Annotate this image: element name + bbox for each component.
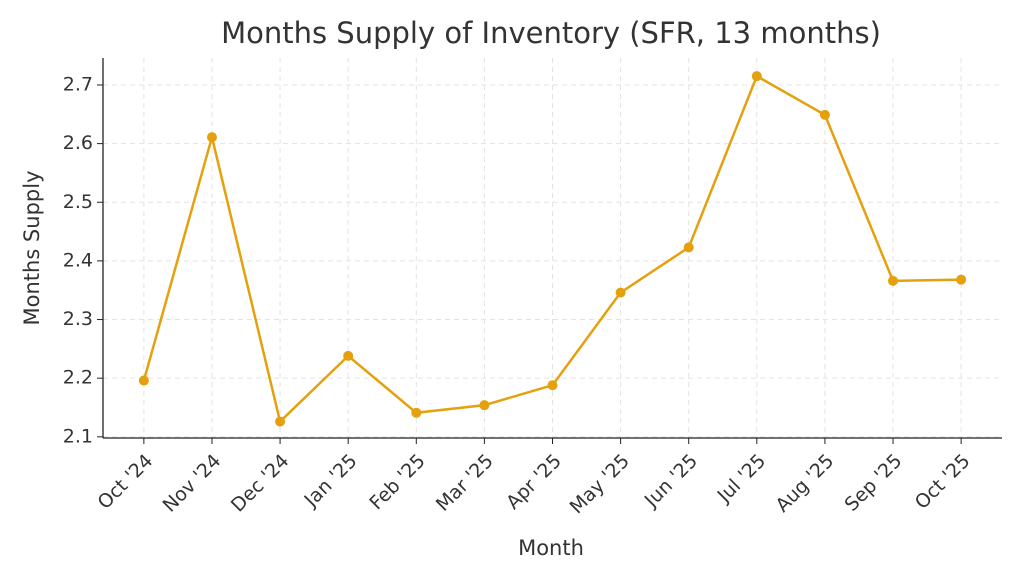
y-tick-label: 2.4 — [63, 249, 93, 271]
x-tick-label: Jan '25 — [300, 450, 362, 512]
y-axis-label: Months Supply — [20, 171, 44, 326]
y-tick-label: 2.1 — [63, 425, 93, 447]
point — [751, 71, 762, 82]
x-tick-label: Jul '25 — [713, 450, 771, 508]
point — [888, 275, 899, 286]
point — [138, 375, 149, 386]
x-tick-label: Jun '25 — [640, 450, 702, 512]
point — [956, 274, 967, 285]
x-tick-label: Oct '24 — [93, 450, 157, 514]
point — [275, 416, 286, 427]
x-tick-label: Mar '25 — [432, 450, 498, 516]
x-axis-label: Month — [518, 536, 584, 560]
y-tick-label: 2.5 — [63, 191, 93, 213]
x-tick-label: Oct '25 — [911, 450, 975, 514]
point — [343, 350, 354, 361]
point — [547, 380, 558, 391]
chart-title: Months Supply of Inventory (SFR, 13 mont… — [221, 16, 881, 50]
x-tick-label: Sep '25 — [841, 450, 907, 516]
point — [819, 109, 830, 120]
x-tick-label: Nov '24 — [159, 450, 226, 517]
y-tick-label: 2.6 — [63, 132, 93, 154]
point — [411, 407, 422, 418]
point — [683, 242, 694, 253]
x-tick-label: Aug '25 — [771, 450, 838, 517]
point — [615, 287, 626, 298]
y-tick-label: 2.2 — [63, 367, 93, 389]
point — [479, 400, 490, 411]
x-tick-label: Feb '25 — [365, 450, 429, 514]
x-tick-label: Apr '25 — [502, 450, 566, 514]
x-tick-label: May '25 — [566, 450, 634, 518]
y-tick-label: 2.3 — [63, 308, 93, 330]
y-tick-label: 2.7 — [63, 73, 93, 95]
x-tick-label: Dec '24 — [227, 450, 294, 517]
point — [206, 132, 217, 143]
